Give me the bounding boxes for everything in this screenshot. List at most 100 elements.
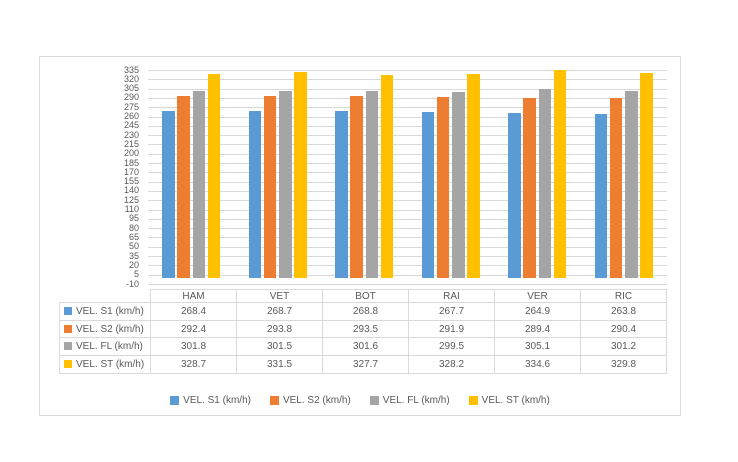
table-row-header-vel-st-km-h: VEL. ST (km/h) xyxy=(59,355,151,374)
gridline xyxy=(148,246,667,248)
bar-vel-fl-km-h-rai[interactable] xyxy=(452,92,465,278)
bar-vel-s2-km-h-ric[interactable] xyxy=(609,97,623,278)
series-color-swatch-icon xyxy=(64,359,72,368)
bar-vel-st-km-h-bot[interactable] xyxy=(380,74,394,278)
gridline xyxy=(148,218,667,220)
bar-vel-fl-km-h-ham[interactable] xyxy=(192,90,206,278)
table-cell-vel-st-km-h-vet: 331.5 xyxy=(236,355,323,374)
legend-item-vel-s1-km-h[interactable]: VEL. S1 (km/h) xyxy=(170,395,251,406)
table-cell-vel-s1-km-h-vet: 268.7 xyxy=(236,302,323,321)
y-axis-tick-label: -10 xyxy=(125,278,139,289)
legend-item-vel-st-km-h[interactable]: VEL. ST (km/h) xyxy=(468,394,550,406)
gridline xyxy=(148,116,667,118)
bar-vel-st-km-h-ric[interactable] xyxy=(640,73,653,278)
bar-vel-s2-km-h-bot[interactable] xyxy=(350,95,363,278)
bar-vel-s1-km-h-bot[interactable] xyxy=(335,111,348,278)
gridline xyxy=(148,79,667,81)
gridline xyxy=(148,163,667,165)
table-cell-vel-fl-km-h-bot: 301.6 xyxy=(322,337,409,357)
bar-vel-st-km-h-vet[interactable] xyxy=(294,72,307,278)
chart-frame[interactable]: 335 320 305 290 275 260 245 230 215 200 185 170 155 1… xyxy=(39,56,681,416)
table-cell-vel-s1-km-h-bot: 268.8 xyxy=(322,302,409,321)
y-axis-tick-label: 95 xyxy=(128,213,139,224)
legend-color-swatch-icon xyxy=(269,395,279,405)
y-axis-tick-label: 260 xyxy=(123,111,139,122)
bar-vel-fl-km-h-ric[interactable] xyxy=(625,90,638,278)
legend-color-swatch-icon xyxy=(468,395,478,405)
y-axis-tick-label: 35 xyxy=(128,250,139,261)
bar-vel-s2-km-h-ham[interactable] xyxy=(177,96,190,278)
table-cell-vel-s2-km-h-ver: 289.4 xyxy=(494,319,581,339)
bar-vel-st-km-h-rai[interactable] xyxy=(467,74,480,278)
table-cell-vel-s2-km-h-bot: 293.5 xyxy=(322,319,409,339)
table-cell-vel-st-km-h-bot: 327.7 xyxy=(322,355,409,374)
table-cell-vel-s2-km-h-ric: 290.4 xyxy=(580,319,667,339)
table-cell-vel-s1-km-h-ver: 264.9 xyxy=(494,302,581,321)
table-cell-vel-s1-km-h-rai: 267.7 xyxy=(408,302,495,321)
y-axis-tick-label: 290 xyxy=(123,92,139,103)
legend-item-vel-fl-km-h[interactable]: VEL. FL (km/h) xyxy=(369,394,450,406)
bar-vel-s2-km-h-rai[interactable] xyxy=(436,96,450,278)
gridline xyxy=(148,144,667,146)
gridline xyxy=(148,284,667,285)
table-column-header-vet: VET xyxy=(236,289,323,303)
bar-vel-fl-km-h-vet[interactable] xyxy=(279,90,292,278)
series-color-swatch-icon xyxy=(64,342,72,351)
bar-vel-s1-km-h-ric[interactable] xyxy=(594,114,608,278)
bar-vel-st-km-h-ham[interactable] xyxy=(207,73,221,278)
gridline xyxy=(148,237,667,239)
bar-vel-fl-km-h-bot[interactable] xyxy=(365,90,379,278)
table-column-header-rai: RAI xyxy=(408,289,495,303)
y-axis-tick-label: 170 xyxy=(123,166,139,177)
y-axis-tick-label: 5 xyxy=(133,269,139,280)
legend-label: VEL. ST (km/h) xyxy=(481,394,550,406)
gridline xyxy=(148,256,667,258)
table-cell-vel-s1-km-h-ham: 268.4 xyxy=(150,302,237,321)
series-color-swatch-icon xyxy=(64,324,72,333)
bar-vel-s1-km-h-ham[interactable] xyxy=(162,111,175,278)
data-table: HAM VET BOT RAI VER RIC VEL. S1 (km/h) 268.4 268… xyxy=(59,289,667,374)
y-axis-tick-label: 245 xyxy=(123,120,139,131)
bar-vel-fl-km-h-ver[interactable] xyxy=(538,88,552,278)
y-axis-tick-label: 65 xyxy=(128,231,139,242)
table-cell-vel-fl-km-h-rai: 299.5 xyxy=(408,337,495,357)
bar-vel-s1-km-h-rai[interactable] xyxy=(421,111,435,278)
bar-vel-st-km-h-ver[interactable] xyxy=(553,70,567,278)
gridline xyxy=(148,265,667,267)
table-column-header-ver: VER xyxy=(494,289,581,303)
y-axis-tick-label: 275 xyxy=(123,101,139,112)
bar-vel-s2-km-h-ver[interactable] xyxy=(523,98,536,278)
table-row-vel-s2-km-h: VEL. S2 (km/h) 292.4 293.8 293.5 291.9 289.4 2… xyxy=(59,319,667,339)
gridline xyxy=(148,135,667,137)
table-cell-vel-st-km-h-ver: 334.6 xyxy=(494,355,581,374)
bar-vel-s1-km-h-ver[interactable] xyxy=(508,113,521,278)
table-row-header-vel-s2-km-h: VEL. S2 (km/h) xyxy=(59,319,151,339)
bar-vel-s2-km-h-vet[interactable] xyxy=(263,95,277,278)
legend-color-swatch-icon xyxy=(170,395,180,405)
gridline xyxy=(148,125,667,127)
legend-item-vel-s2-km-h[interactable]: VEL. S2 (km/h) xyxy=(269,395,351,406)
gridline xyxy=(148,153,667,155)
y-axis-tick-label: 335 xyxy=(123,64,139,75)
y-axis-tick-label: 305 xyxy=(123,83,139,94)
table-column-header-bot: BOT xyxy=(322,289,409,303)
y-axis-tick-label: 185 xyxy=(123,157,139,168)
y-axis-tick-label: 125 xyxy=(123,194,139,205)
bar-vel-s1-km-h-vet[interactable] xyxy=(248,111,262,278)
gridline xyxy=(148,274,667,276)
gridline xyxy=(148,172,667,174)
legend-label: VEL. S1 (km/h) xyxy=(183,394,251,406)
series-color-swatch-icon xyxy=(64,306,72,315)
legend: VEL. S1 (km/h) VEL. S2 (km/h) VEL. FL (km/… xyxy=(40,394,680,406)
table-row-header-vel-s1-km-h: VEL. S1 (km/h) xyxy=(59,302,151,321)
table-row-header-vel-fl-km-h: VEL. FL (km/h) xyxy=(59,337,151,357)
table-cell-vel-st-km-h-rai: 328.2 xyxy=(408,355,495,374)
gridline xyxy=(148,88,667,90)
gridline xyxy=(148,107,667,109)
legend-label: VEL. FL (km/h) xyxy=(382,394,450,406)
gridline xyxy=(148,70,667,71)
y-axis-tick-label: 200 xyxy=(123,148,139,159)
y-axis-tick-label: 155 xyxy=(123,176,139,187)
table-cell-vel-st-km-h-ric: 329.8 xyxy=(580,355,667,374)
